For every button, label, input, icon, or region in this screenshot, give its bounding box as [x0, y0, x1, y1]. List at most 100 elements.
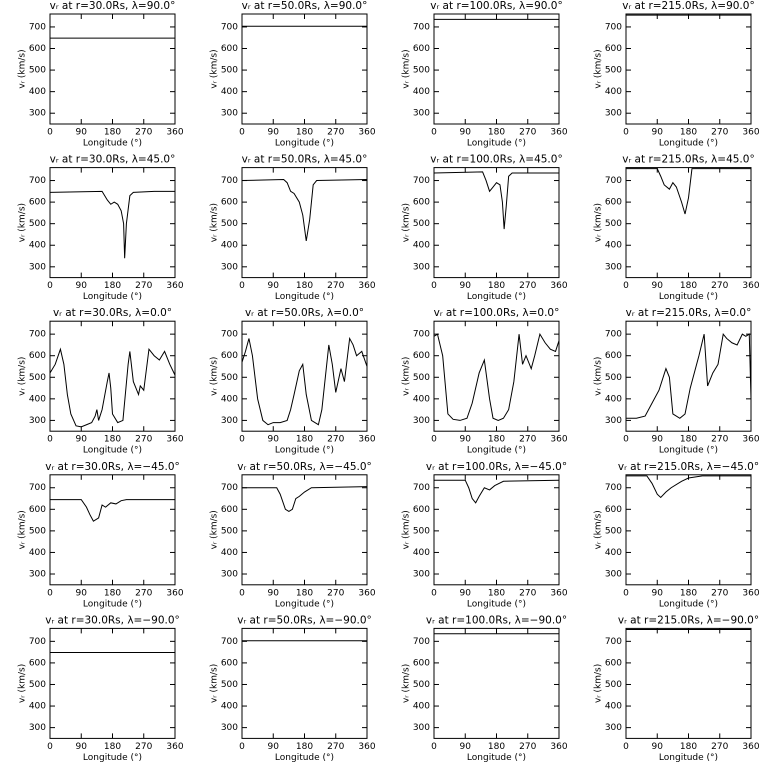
- x-tick-label: 360: [166, 128, 183, 138]
- x-tick-label: 180: [680, 128, 697, 138]
- x-tick-label: 270: [711, 281, 728, 291]
- y-tick-label: 700: [413, 330, 430, 340]
- x-tick-label: 0: [431, 435, 437, 445]
- data-line: [241, 336, 368, 426]
- x-tick-label: 0: [623, 128, 629, 138]
- y-tick-label: 300: [413, 416, 430, 426]
- y-tick-label: 500: [605, 526, 622, 536]
- y-tick-label: 500: [413, 373, 430, 383]
- x-tick-label: 360: [550, 435, 567, 445]
- x-axis-label: Longitude (°): [659, 139, 718, 149]
- x-tick-label: 360: [550, 281, 567, 291]
- x-tick-label: 0: [239, 128, 245, 138]
- data-line: [626, 332, 752, 419]
- y-tick-label: 600: [413, 658, 430, 668]
- y-tick-label: 600: [605, 44, 622, 54]
- x-tick-label: 90: [460, 281, 472, 291]
- y-axis-label: vᵣ (km/s): [210, 357, 220, 396]
- x-tick-label: 360: [742, 281, 759, 291]
- plot-frame: [49, 627, 176, 739]
- y-tick-label: 400: [221, 548, 238, 558]
- x-tick-label: 270: [711, 742, 728, 752]
- chart-title: vᵣ at r=30.0Rs, λ=90.0°: [50, 0, 176, 12]
- y-axis-label: vᵣ (km/s): [594, 510, 604, 549]
- chart-title: vᵣ at r=50.0Rs, λ=0.0°: [245, 307, 364, 319]
- x-tick-label: 0: [239, 435, 245, 445]
- x-tick-label: 0: [431, 281, 437, 291]
- chart-title: vᵣ at r=30.0Rs, λ=0.0°: [53, 307, 172, 319]
- x-tick-label: 90: [268, 588, 280, 598]
- x-tick-label: 0: [623, 742, 629, 752]
- y-tick-label: 600: [29, 198, 46, 208]
- y-axis-label: vᵣ (km/s): [402, 664, 412, 703]
- x-axis-label: Longitude (°): [659, 753, 718, 763]
- chart-title: vᵣ at r=215.0Rs, λ=−45.0°: [618, 461, 759, 473]
- x-tick-label: 90: [652, 435, 664, 445]
- plot-frame: [625, 320, 752, 432]
- y-tick-label: 500: [413, 680, 430, 690]
- y-tick-label: 700: [29, 637, 46, 647]
- y-tick-label: 400: [605, 548, 622, 558]
- x-tick-label: 180: [680, 281, 697, 291]
- y-tick-label: 700: [605, 330, 622, 340]
- x-tick-label: 270: [327, 588, 344, 598]
- y-tick-label: 400: [29, 87, 46, 97]
- y-axis-label: vᵣ (km/s): [210, 203, 220, 242]
- x-axis-label: Longitude (°): [83, 139, 142, 149]
- x-tick-label: 360: [742, 128, 759, 138]
- x-tick-label: 270: [135, 128, 152, 138]
- data-line: [50, 499, 175, 522]
- x-tick-label: 180: [104, 281, 121, 291]
- plot-frame: [625, 13, 752, 125]
- x-tick-label: 360: [358, 128, 375, 138]
- y-tick-label: 600: [29, 505, 46, 515]
- x-tick-label: 270: [519, 435, 536, 445]
- chart-title: vᵣ at r=50.0Rs, λ=45.0°: [242, 154, 368, 166]
- x-tick-label: 270: [519, 742, 536, 752]
- y-tick-label: 600: [29, 658, 46, 668]
- x-tick-label: 360: [166, 435, 183, 445]
- x-tick-label: 270: [711, 128, 728, 138]
- data-line: [241, 178, 368, 242]
- y-tick-label: 300: [605, 570, 622, 580]
- y-tick-label: 500: [605, 680, 622, 690]
- x-tick-label: 90: [652, 588, 664, 598]
- x-tick-label: 0: [623, 588, 629, 598]
- x-tick-label: 0: [47, 435, 53, 445]
- chart-title: vᵣ at r=50.0Rs, λ=−45.0°: [237, 461, 372, 473]
- x-tick-label: 0: [431, 742, 437, 752]
- x-tick-label: 270: [711, 435, 728, 445]
- x-tick-label: 270: [519, 588, 536, 598]
- x-tick-label: 0: [431, 588, 437, 598]
- y-axis-label: vᵣ (km/s): [210, 49, 220, 88]
- chart-title: vᵣ at r=50.0Rs, λ=−90.0°: [237, 614, 372, 626]
- x-tick-label: 360: [742, 435, 759, 445]
- y-tick-label: 700: [605, 637, 622, 647]
- x-axis-label: Longitude (°): [275, 753, 334, 763]
- y-tick-label: 700: [221, 330, 238, 340]
- y-tick-label: 400: [29, 548, 46, 558]
- x-axis-label: Longitude (°): [275, 292, 334, 302]
- x-tick-label: 0: [47, 742, 53, 752]
- y-tick-label: 500: [605, 373, 622, 383]
- x-tick-label: 270: [135, 588, 152, 598]
- x-axis-label: Longitude (°): [83, 292, 142, 302]
- x-tick-label: 270: [519, 281, 536, 291]
- y-tick-label: 500: [29, 66, 46, 76]
- y-tick-label: 300: [413, 723, 430, 733]
- y-tick-label: 600: [413, 44, 430, 54]
- y-tick-label: 400: [413, 394, 430, 404]
- y-tick-label: 600: [221, 351, 238, 361]
- y-tick-label: 700: [221, 637, 238, 647]
- y-tick-label: 700: [29, 176, 46, 186]
- x-tick-label: 90: [76, 281, 88, 291]
- plot-frame: [433, 320, 560, 432]
- y-tick-label: 400: [413, 548, 430, 558]
- y-tick-label: 700: [605, 176, 622, 186]
- y-tick-label: 500: [29, 526, 46, 536]
- y-tick-label: 300: [29, 262, 46, 272]
- y-tick-label: 300: [221, 570, 238, 580]
- y-tick-label: 500: [29, 680, 46, 690]
- x-tick-label: 90: [76, 128, 88, 138]
- plot-frame: [625, 627, 752, 739]
